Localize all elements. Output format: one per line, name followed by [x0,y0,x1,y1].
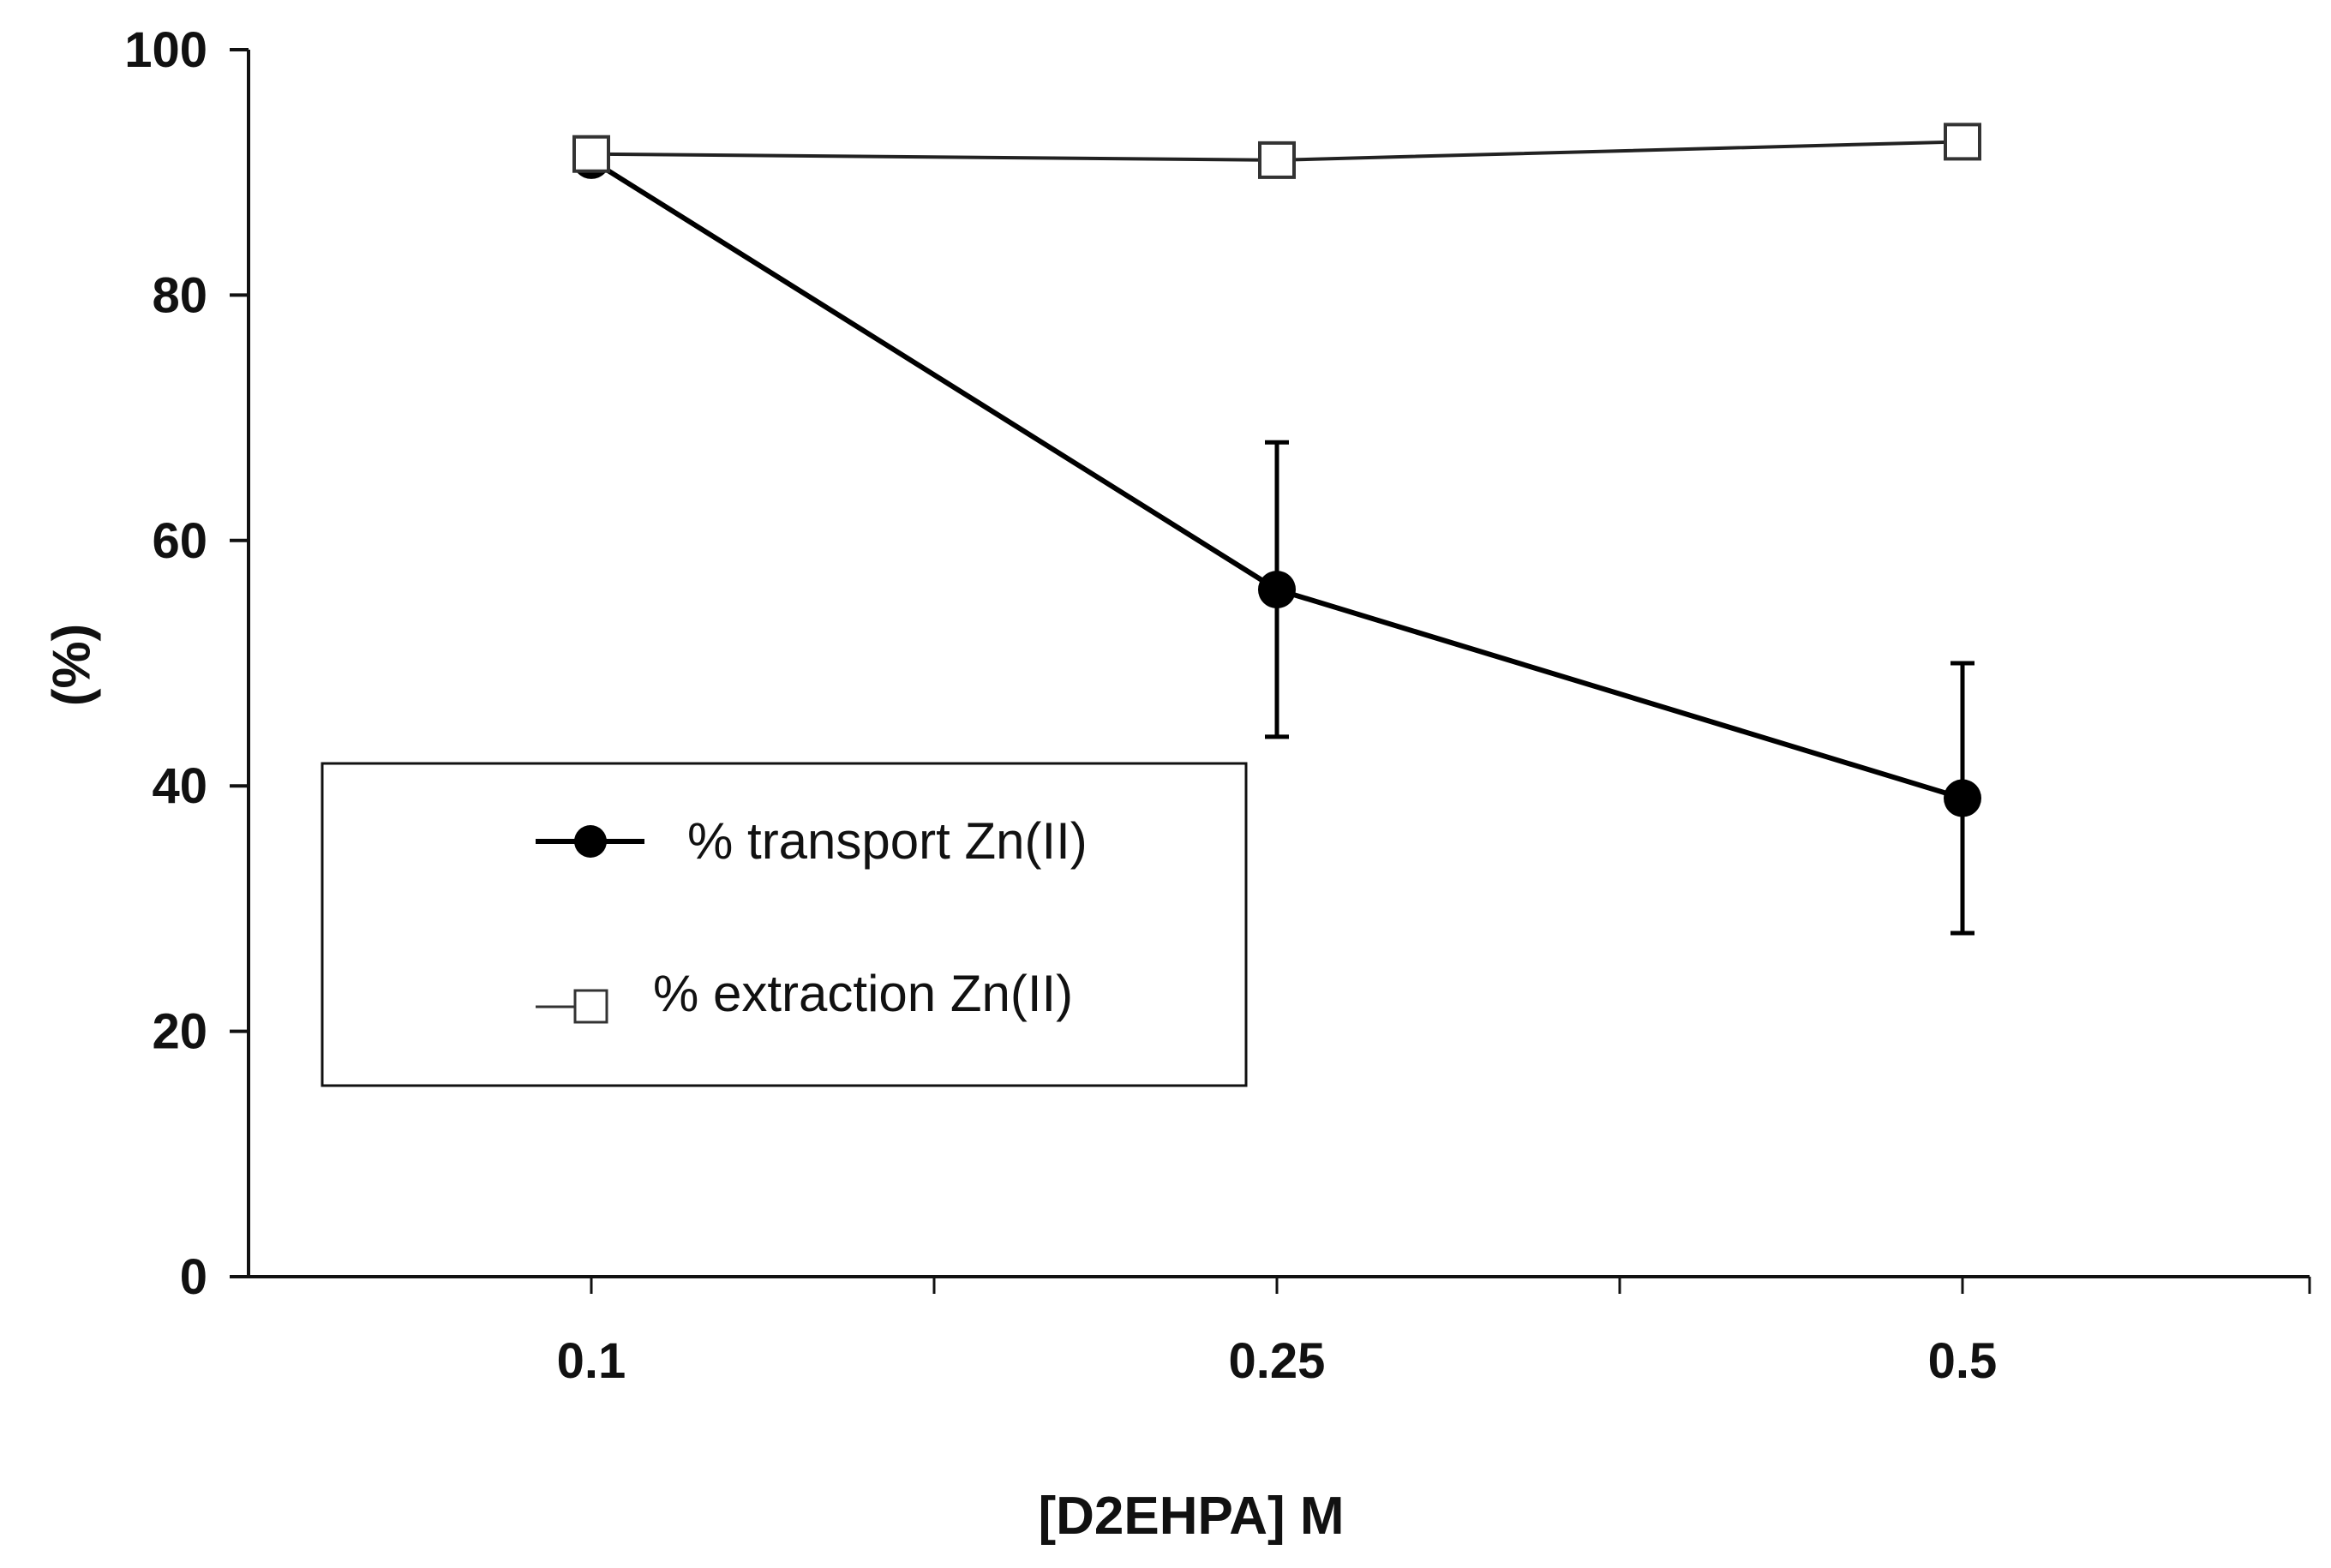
x-tick-label: 0.5 [1928,1333,1998,1389]
y-axis-title: (%) [42,624,101,706]
y-tick-label: 80 [152,267,207,323]
y-tick-label: 0 [180,1249,207,1305]
x-tick-label: 0.25 [1229,1333,1326,1389]
legend-transport-marker [574,825,607,858]
x-ticks [590,1277,2311,1294]
extraction-point [572,135,610,173]
legend-transport-label: % transport Zn(II) [687,812,1088,870]
legend-extraction-label: % extraction Zn(II) [653,965,1073,1022]
extraction-point [1944,123,1981,161]
y-tick-label: 40 [152,758,207,814]
transport-point [1258,571,1296,609]
x-tick-label: 0.1 [557,1333,626,1389]
y-tick-label: 100 [124,22,207,78]
legend-extraction-marker [573,989,608,1024]
legend-box [321,762,1248,1087]
legend: % transport Zn(II) % extraction Zn(II) [321,762,1248,1087]
extraction-point [1258,141,1296,179]
y-tick-label: 20 [152,1004,207,1060]
x-tick-labels: 0.1 0.25 0.5 [557,1333,1998,1389]
y-ticks: 0 20 40 60 80 100 [124,22,249,1305]
y-tick-label: 60 [152,513,207,569]
x-axis-title: [D2EHPA] M [1038,1487,1344,1546]
series-layer [572,123,1981,936]
transport-point [1944,779,1981,817]
